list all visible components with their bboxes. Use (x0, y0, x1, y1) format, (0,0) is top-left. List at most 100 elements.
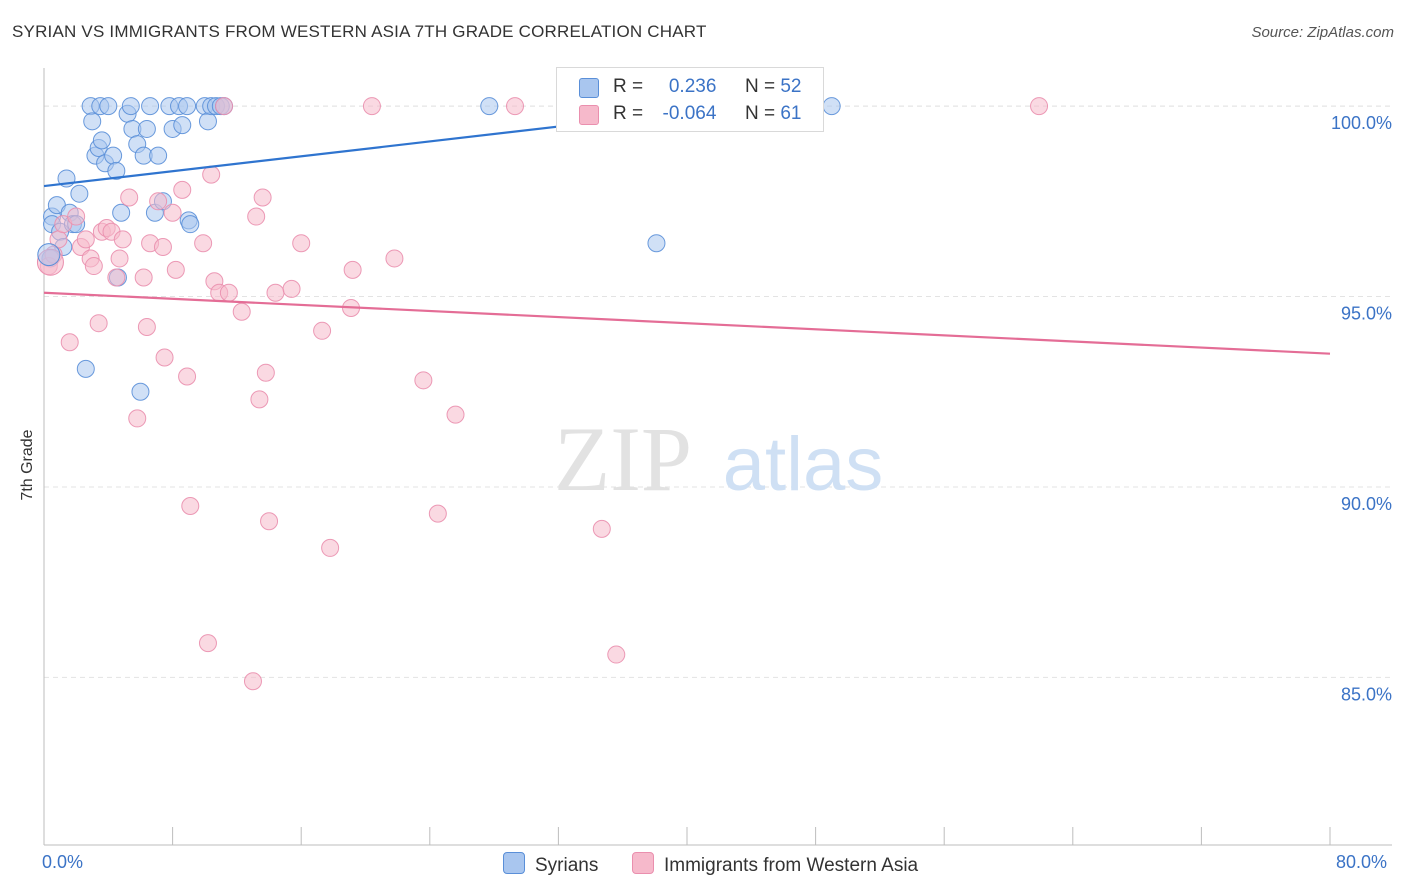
legend-r-label: R = (613, 103, 644, 124)
bottom-legend-swatch-blue (503, 852, 525, 874)
syrians-point (822, 97, 841, 116)
legend-swatch-blue (579, 78, 599, 98)
syrians-point (647, 234, 666, 253)
legend-swatch-pink (579, 105, 599, 125)
syrians-point (76, 359, 95, 378)
western-asia-point (362, 97, 381, 116)
zipatlas-watermark: ZIP atlas (554, 408, 883, 510)
syrians-point (104, 146, 123, 165)
western-asia-point (67, 207, 86, 226)
syrians-point-cluster (37, 243, 61, 267)
western-asia-point (202, 165, 221, 184)
western-asia-point (149, 192, 168, 211)
syrians-point (131, 382, 150, 401)
syrians-point (178, 97, 197, 116)
western-asia-point (215, 97, 234, 116)
legend-n-label: N = (744, 76, 776, 97)
western-asia-point (256, 363, 275, 382)
western-asia-point (128, 409, 147, 428)
y-tick-labels: 85.0% 90.0% 95.0% 100.0% (1331, 113, 1392, 704)
western-asia-point (313, 321, 332, 340)
syrians-point (83, 112, 102, 131)
legend-r-value-syrians: 0.236 (668, 76, 717, 97)
legend-n-label: N = (744, 103, 776, 124)
western-asia-point (505, 97, 524, 116)
gridlines (44, 105, 1392, 678)
watermark-zip: ZIP (554, 408, 692, 510)
western-asia-point (84, 257, 103, 276)
axes (43, 68, 1392, 846)
data-points (36, 97, 1049, 691)
western-asia-point (232, 302, 251, 321)
syrians-point (107, 161, 126, 180)
western-asia-point (107, 268, 126, 287)
western-asia-point (181, 497, 200, 516)
western-asia-point (134, 268, 153, 287)
western-asia-point (194, 234, 213, 253)
western-asia-point (446, 405, 465, 424)
western-asia-point (166, 260, 185, 279)
western-asia-point (198, 634, 217, 653)
y-tick-label: 100.0% (1331, 113, 1392, 133)
source-label: Source: ZipAtlas.com (1251, 24, 1394, 41)
syrians-point (137, 119, 156, 138)
western-asia-point (253, 188, 272, 207)
western-asia-point (155, 348, 174, 367)
legend-r-label: R = (613, 76, 644, 97)
western-asia-point (137, 318, 156, 336)
bottom-legend-label-syrians: Syrians (535, 855, 599, 876)
western-asia-point (178, 367, 197, 386)
y-tick-label: 95.0% (1341, 304, 1392, 324)
western-asia-point (153, 238, 172, 257)
western-asia-point (607, 645, 626, 664)
y-axis-label: 7th Grade (19, 429, 36, 501)
western-asia-point (243, 672, 262, 691)
syrians-point (173, 116, 192, 135)
syrians-point (480, 97, 499, 116)
western-asia-trend-line (43, 291, 1331, 355)
legend-n-value-syrians: 52 (780, 76, 802, 97)
syrians-point (198, 112, 217, 131)
western-asia-point (414, 371, 433, 390)
syrians-point (99, 97, 118, 116)
correlation-legend: R = 0.236 N = 52 R = -0.064 N = 61 (556, 67, 824, 132)
western-asia-point (89, 314, 108, 333)
western-asia-point (266, 283, 285, 302)
x-tick-label-max: 80.0% (1336, 852, 1388, 872)
western-asia-point (592, 519, 611, 538)
bottom-legend-syrians: Syrians (503, 852, 598, 877)
legend-r-value-western-asia: -0.064 (662, 103, 717, 124)
western-asia-point (321, 538, 340, 557)
western-asia-point (120, 188, 139, 207)
western-asia-point (113, 230, 132, 249)
syrians-point (70, 184, 89, 203)
western-asia-point (110, 249, 129, 268)
western-asia-point (343, 260, 362, 279)
western-asia-point (428, 504, 447, 523)
western-asia-point (163, 203, 182, 222)
bottom-legend-label-western-asia: Immigrants from Western Asia (664, 855, 919, 876)
y-tick-label: 85.0% (1341, 684, 1392, 704)
western-asia-point (292, 234, 311, 253)
western-asia-point (260, 512, 279, 531)
x-tick-label-min: 0.0% (42, 852, 84, 872)
bottom-legend-western-asia: Immigrants from Western Asia (632, 852, 918, 877)
western-asia-point (173, 180, 192, 199)
western-asia-point (247, 207, 266, 226)
bottom-legend-swatch-pink (632, 852, 654, 874)
legend-n-value-western-asia: 61 (780, 103, 802, 124)
syrians-point (121, 97, 140, 116)
western-asia-point (76, 230, 95, 249)
syrians-point (141, 97, 160, 116)
western-asia-point (282, 279, 301, 298)
western-asia-point (250, 390, 269, 409)
syrians-point (112, 203, 131, 222)
y-tick-label: 90.0% (1341, 494, 1392, 514)
western-asia-point (219, 283, 238, 302)
western-asia-point (60, 333, 79, 352)
chart-title: SYRIAN VS IMMIGRANTS FROM WESTERN ASIA 7… (12, 22, 707, 41)
syrians-point (181, 215, 200, 234)
syrians-point (92, 131, 111, 150)
western-asia-point (1030, 97, 1049, 116)
